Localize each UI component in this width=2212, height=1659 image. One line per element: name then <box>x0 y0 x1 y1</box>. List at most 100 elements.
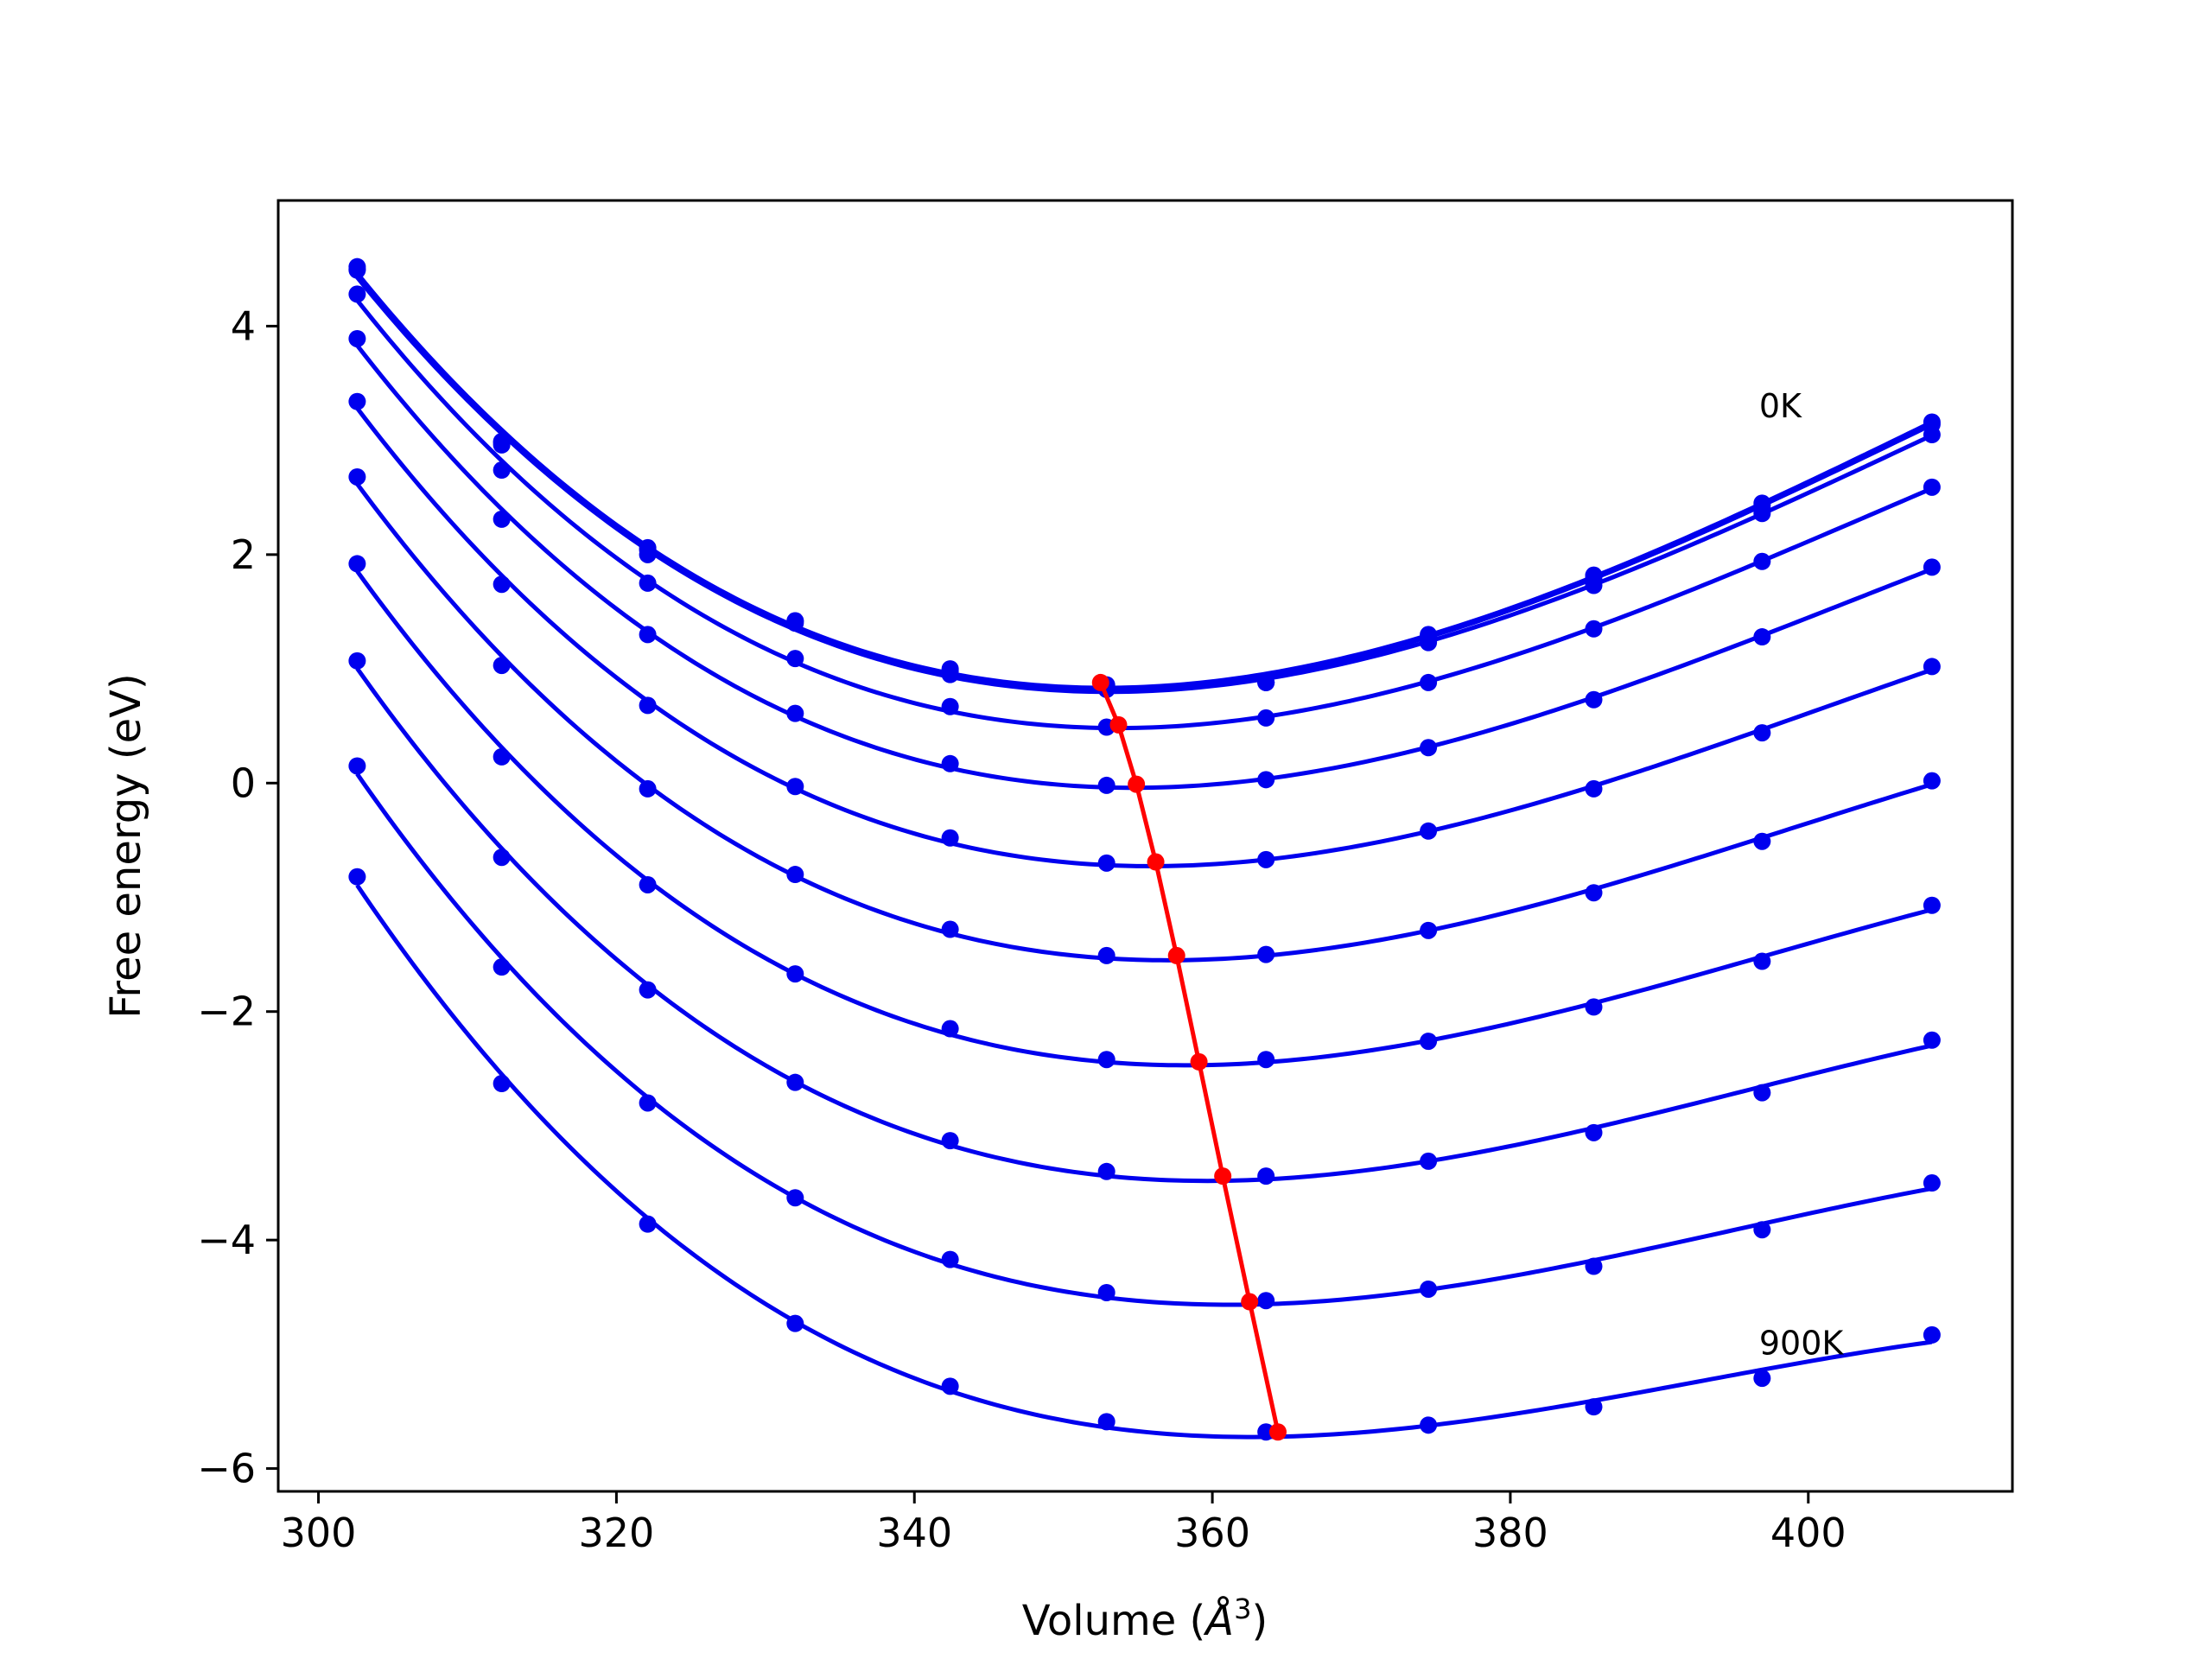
data-point <box>639 696 657 715</box>
data-point <box>639 545 657 563</box>
data-point <box>1923 1325 1941 1344</box>
data-point <box>1585 1398 1603 1416</box>
temperature-annotation: 0K <box>1759 387 1802 425</box>
data-point <box>493 575 511 594</box>
data-point <box>1585 884 1603 902</box>
data-point <box>1420 921 1438 939</box>
data-point <box>786 612 804 630</box>
data-point <box>1585 576 1603 594</box>
data-point <box>941 1250 959 1268</box>
data-point <box>1753 832 1771 850</box>
series-line <box>355 298 1933 731</box>
temperature-annotation: 900K <box>1759 1324 1845 1362</box>
y-axis: −6 −4 −2 0 2 4 <box>197 302 278 1492</box>
series-line <box>355 276 1933 695</box>
data-point <box>786 866 804 884</box>
data-point <box>1585 1123 1603 1141</box>
data-point <box>639 1215 657 1233</box>
data-point <box>1753 505 1771 523</box>
data-point <box>786 1073 804 1091</box>
data-point <box>1420 1416 1438 1434</box>
data-point <box>348 555 366 573</box>
y-tick-label: −6 <box>197 1446 256 1492</box>
data-point <box>639 875 657 893</box>
data-point <box>1585 1257 1603 1275</box>
data-point <box>1753 952 1771 970</box>
data-point <box>348 392 366 410</box>
data-point <box>1097 776 1116 794</box>
data-point <box>1753 1370 1771 1388</box>
data-point <box>1257 1167 1275 1185</box>
series-line <box>355 482 1933 963</box>
minimum-point <box>1128 775 1146 793</box>
data-point <box>1420 1280 1438 1298</box>
series-line <box>355 569 1933 1068</box>
data-point <box>639 626 657 644</box>
minimum-point <box>1214 1167 1232 1185</box>
data-point <box>941 1132 959 1150</box>
data-point <box>1923 1031 1941 1049</box>
data-point <box>493 958 511 976</box>
data-point <box>786 704 804 722</box>
data-point <box>1420 1152 1438 1170</box>
y-tick-label: −2 <box>197 988 256 1035</box>
plot-area <box>348 257 1941 1441</box>
data-point <box>1097 946 1116 964</box>
axes-frame <box>276 199 2014 1493</box>
data-point <box>1097 1283 1116 1301</box>
data-point <box>941 920 959 938</box>
data-point <box>1257 850 1275 868</box>
minimum-point <box>1091 673 1109 691</box>
data-point <box>1923 896 1941 914</box>
x-tick-label: 380 <box>1472 1510 1548 1556</box>
data-point <box>639 1094 657 1112</box>
x-tick-label: 300 <box>281 1510 357 1556</box>
data-point <box>786 1189 804 1207</box>
data-point <box>493 461 511 480</box>
data-point <box>1585 779 1603 798</box>
minimum-point <box>1147 853 1165 871</box>
data-point <box>786 965 804 983</box>
x-axis-label-prefix: Volume ( <box>1022 1597 1206 1645</box>
data-point <box>348 329 366 347</box>
x-tick-label: 340 <box>876 1510 952 1556</box>
x-axis-label-exponent: 3 <box>1234 1592 1251 1625</box>
data-point <box>1097 1162 1116 1180</box>
series-line <box>355 772 1933 1307</box>
y-tick-label: 4 <box>231 302 256 349</box>
x-axis-label-unit: Å <box>1203 1596 1234 1645</box>
series-line <box>355 667 1933 1184</box>
data-point <box>1753 628 1771 646</box>
data-point <box>941 1020 959 1038</box>
data-point <box>786 650 804 668</box>
data-point <box>1257 1423 1275 1441</box>
y-tick-label: −4 <box>197 1217 256 1263</box>
minimum-point <box>1167 946 1185 964</box>
data-point <box>941 697 959 715</box>
minimum-point <box>1190 1052 1208 1071</box>
series-line <box>355 884 1933 1440</box>
data-point <box>493 435 511 454</box>
data-point <box>1585 998 1603 1016</box>
data-point <box>1923 658 1941 676</box>
minimum-point <box>1268 1423 1287 1441</box>
data-point <box>348 868 366 886</box>
x-tick-label: 400 <box>1770 1510 1847 1556</box>
data-point <box>348 652 366 670</box>
x-axis-label: Volume (Å3) <box>1022 1592 1268 1645</box>
data-point <box>639 981 657 999</box>
data-point <box>639 779 657 798</box>
data-point <box>786 778 804 796</box>
minimum-point <box>1241 1293 1259 1311</box>
data-point <box>1923 558 1941 576</box>
data-point <box>1923 478 1941 496</box>
data-point <box>348 467 366 486</box>
data-point <box>1420 739 1438 757</box>
y-tick-label: 0 <box>231 760 256 806</box>
data-point <box>493 1075 511 1093</box>
data-point <box>639 574 657 592</box>
x-tick-label: 360 <box>1174 1510 1250 1556</box>
data-point <box>1753 1221 1771 1239</box>
data-point <box>1753 724 1771 742</box>
